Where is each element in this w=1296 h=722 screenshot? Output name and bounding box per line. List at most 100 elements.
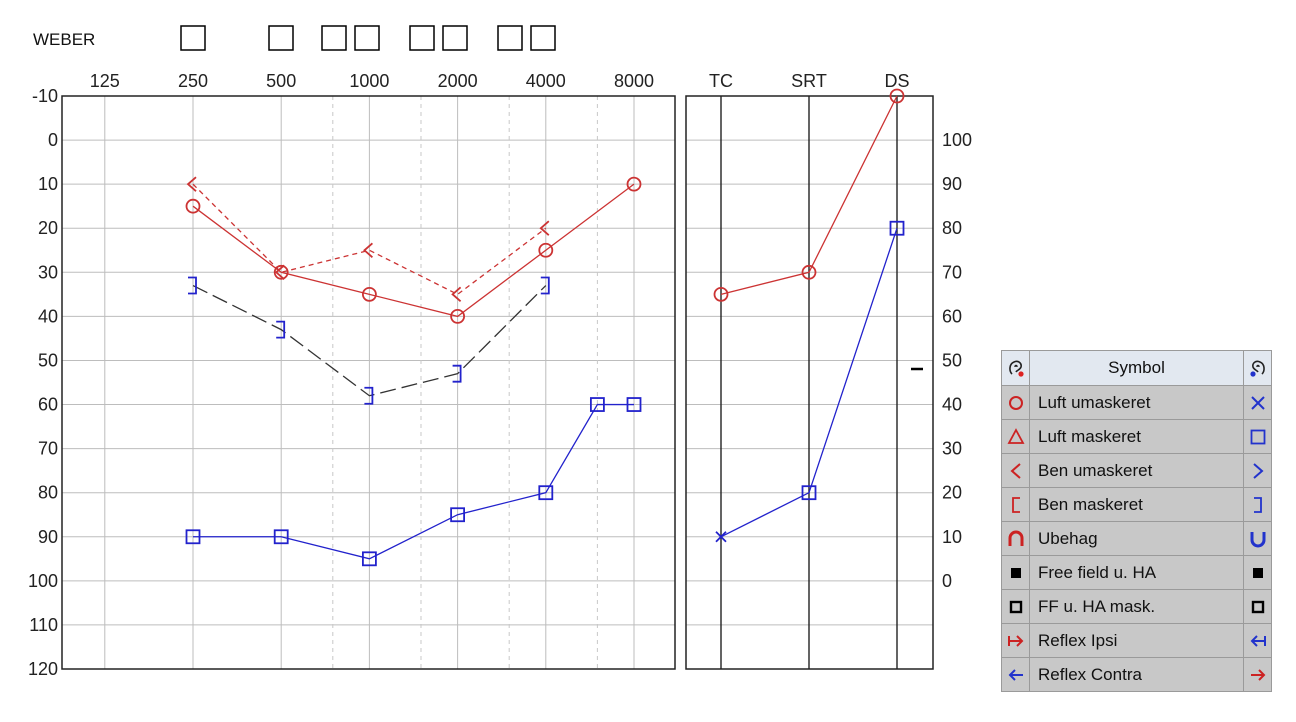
circle-marker	[538, 242, 554, 258]
legend-row[interactable]: Free field u. HA	[1001, 555, 1272, 590]
legend-row-label: Ubehag	[1029, 521, 1244, 556]
right-tick-label: 90	[942, 174, 962, 194]
y-tick-label: 60	[38, 395, 58, 415]
circle-marker	[273, 264, 289, 280]
x-icon	[1243, 385, 1272, 420]
weber-box-500[interactable]	[268, 25, 294, 51]
audiogram-series-line	[193, 403, 634, 560]
greater-than-icon	[1243, 453, 1272, 488]
u-shape-icon	[1243, 521, 1272, 556]
right-tick-label: 10	[942, 527, 962, 547]
weber-box-1000-b[interactable]	[354, 25, 380, 51]
right-tick-label: 30	[942, 439, 962, 459]
y-tick-label: 30	[38, 262, 58, 282]
right-tick-label: 0	[942, 571, 952, 591]
y-tick-label: 120	[28, 659, 58, 679]
bracket-marker	[364, 386, 374, 405]
speech-series-line	[720, 95, 898, 295]
weber-box-4000-b[interactable]	[530, 25, 556, 51]
filled-square-icon	[1243, 555, 1272, 590]
arrow-right-icon	[1243, 657, 1272, 692]
y-tick-label: 0	[48, 130, 58, 150]
x-tick-label: 500	[266, 71, 296, 91]
symbol-legend: Symbol Luft umaskeret Luft maskeret Ben um…	[1001, 350, 1272, 692]
legend-row[interactable]: Ubehag	[1001, 521, 1272, 556]
audiogram-series-line	[192, 183, 635, 318]
audiogram-grid	[62, 95, 675, 670]
x-marker	[715, 531, 727, 543]
right-bracket-icon	[1243, 487, 1272, 522]
legend-row[interactable]: Luft maskeret	[1001, 419, 1272, 454]
right-tick-label: 60	[942, 306, 962, 326]
legend-row-label: FF u. HA mask.	[1029, 589, 1244, 624]
speech-column-label: DS	[884, 71, 909, 91]
circle-marker	[626, 176, 642, 192]
less-than-icon	[1001, 453, 1030, 488]
x-tick-label: 2000	[438, 71, 478, 91]
audiogram-frame	[61, 95, 676, 670]
legend-row-label: Luft maskeret	[1029, 419, 1244, 454]
legend-row[interactable]: Reflex Contra	[1001, 657, 1272, 692]
right-tick-label: 70	[942, 262, 962, 282]
right-tick-label: 80	[942, 218, 962, 238]
legend-header-title: Symbol	[1029, 350, 1244, 386]
y-tick-label: 70	[38, 439, 58, 459]
x-tick-label: 250	[178, 71, 208, 91]
arrow-right-bar-icon	[1001, 623, 1030, 658]
x-tick-label: 8000	[614, 71, 654, 91]
legend-row[interactable]: Luft umaskeret	[1001, 385, 1272, 420]
weber-box-4000-a[interactable]	[497, 25, 523, 51]
audiogram-series-line	[192, 284, 547, 397]
square-marker	[538, 485, 554, 501]
circle-icon	[1001, 385, 1030, 420]
weber-box-250[interactable]	[180, 25, 206, 51]
hollow-square-icon	[1243, 589, 1272, 624]
legend-row[interactable]: FF u. HA mask.	[1001, 589, 1272, 624]
circle-marker	[801, 264, 817, 280]
weber-box-2000-b[interactable]	[442, 25, 468, 51]
legend-row[interactable]: Reflex Ipsi	[1001, 623, 1272, 658]
right-tick-label: 50	[942, 350, 962, 370]
legend-row-label: Reflex Contra	[1029, 657, 1244, 692]
legend-row-label: Reflex Ipsi	[1029, 623, 1244, 658]
square-marker	[273, 529, 289, 545]
y-tick-label: 50	[38, 350, 58, 370]
circle-marker	[361, 286, 377, 302]
legend-header: Symbol	[1001, 350, 1272, 386]
weber-box-1000-a[interactable]	[321, 25, 347, 51]
filled-square-icon	[1001, 555, 1030, 590]
arrow-left-icon	[1001, 657, 1030, 692]
legend-row-label: Free field u. HA	[1029, 555, 1244, 590]
y-tick-label: 100	[28, 571, 58, 591]
square-marker	[626, 397, 642, 412]
legend-row[interactable]: Ben maskeret	[1001, 487, 1272, 522]
bracket-marker	[452, 364, 462, 383]
square-marker	[185, 529, 201, 545]
circle-marker	[185, 198, 201, 214]
right-tick-label: 100	[942, 130, 972, 150]
square-icon	[1243, 419, 1272, 454]
weber-boxes	[180, 25, 556, 51]
audiogram-series	[185, 176, 642, 567]
right-tick-label: 40	[942, 395, 962, 415]
x-tick-label: 4000	[526, 71, 566, 91]
square-marker	[889, 220, 905, 236]
speech-frame	[685, 95, 934, 670]
n-shape-icon	[1001, 521, 1030, 556]
square-marker	[361, 551, 377, 567]
x-tick-label: 1000	[349, 71, 389, 91]
arrow-left-bar-icon	[1243, 623, 1272, 658]
legend-row[interactable]: Ben umaskeret	[1001, 453, 1272, 488]
y-tick-label: 80	[38, 483, 58, 503]
y-tick-label: 10	[38, 174, 58, 194]
legend-row-label: Luft umaskeret	[1029, 385, 1244, 420]
weber-box-2000-a[interactable]	[409, 25, 435, 51]
legend-row-label: Ben maskeret	[1029, 487, 1244, 522]
less-than-marker	[186, 176, 197, 192]
bracket-marker	[276, 320, 286, 339]
speech-series-line	[720, 228, 898, 538]
bracket-marker	[540, 276, 550, 295]
left-bracket-icon	[1001, 487, 1030, 522]
